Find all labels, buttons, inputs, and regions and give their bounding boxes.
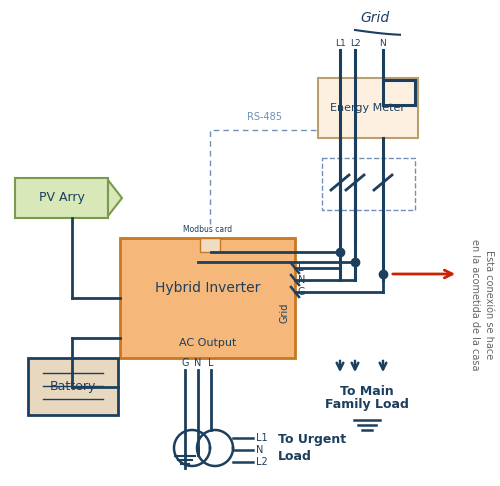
Text: Grid: Grid — [280, 303, 290, 323]
Text: Grid: Grid — [360, 11, 390, 25]
Text: L2: L2 — [256, 457, 268, 467]
FancyBboxPatch shape — [120, 238, 295, 358]
FancyBboxPatch shape — [200, 238, 220, 252]
Text: G: G — [298, 287, 306, 297]
Text: AC Output: AC Output — [179, 338, 236, 348]
FancyBboxPatch shape — [28, 358, 118, 415]
Text: PV Arry: PV Arry — [38, 191, 84, 205]
Text: Esta conexión se hace
en la acometida de la casa: Esta conexión se hace en la acometida de… — [470, 239, 494, 371]
Text: To Main: To Main — [340, 385, 394, 398]
FancyBboxPatch shape — [15, 178, 108, 218]
Text: Hybrid Inverter: Hybrid Inverter — [155, 281, 260, 295]
Text: G: G — [181, 358, 189, 368]
Text: L: L — [298, 263, 304, 273]
Text: To Urgent
Load: To Urgent Load — [278, 434, 346, 463]
Text: N: N — [380, 39, 386, 49]
Text: L: L — [208, 358, 214, 368]
Text: L1: L1 — [256, 433, 268, 443]
Text: N: N — [256, 445, 264, 455]
Text: Family Load: Family Load — [325, 398, 409, 411]
Text: Energy Meter: Energy Meter — [330, 103, 406, 113]
Text: L1: L1 — [334, 39, 345, 49]
Text: Modbus card: Modbus card — [184, 226, 232, 235]
Text: N: N — [298, 275, 306, 285]
Polygon shape — [108, 180, 122, 216]
Text: Battery: Battery — [50, 380, 96, 393]
Text: N: N — [194, 358, 202, 368]
Text: RS-485: RS-485 — [246, 112, 282, 122]
Text: L2: L2 — [350, 39, 360, 49]
FancyBboxPatch shape — [318, 78, 418, 138]
